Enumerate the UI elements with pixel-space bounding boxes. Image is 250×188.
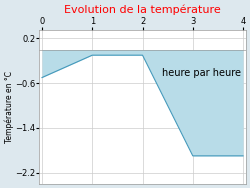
Text: heure par heure: heure par heure [162,68,242,78]
Y-axis label: Température en °C: Température en °C [4,71,14,143]
Title: Evolution de la température: Evolution de la température [64,4,221,15]
